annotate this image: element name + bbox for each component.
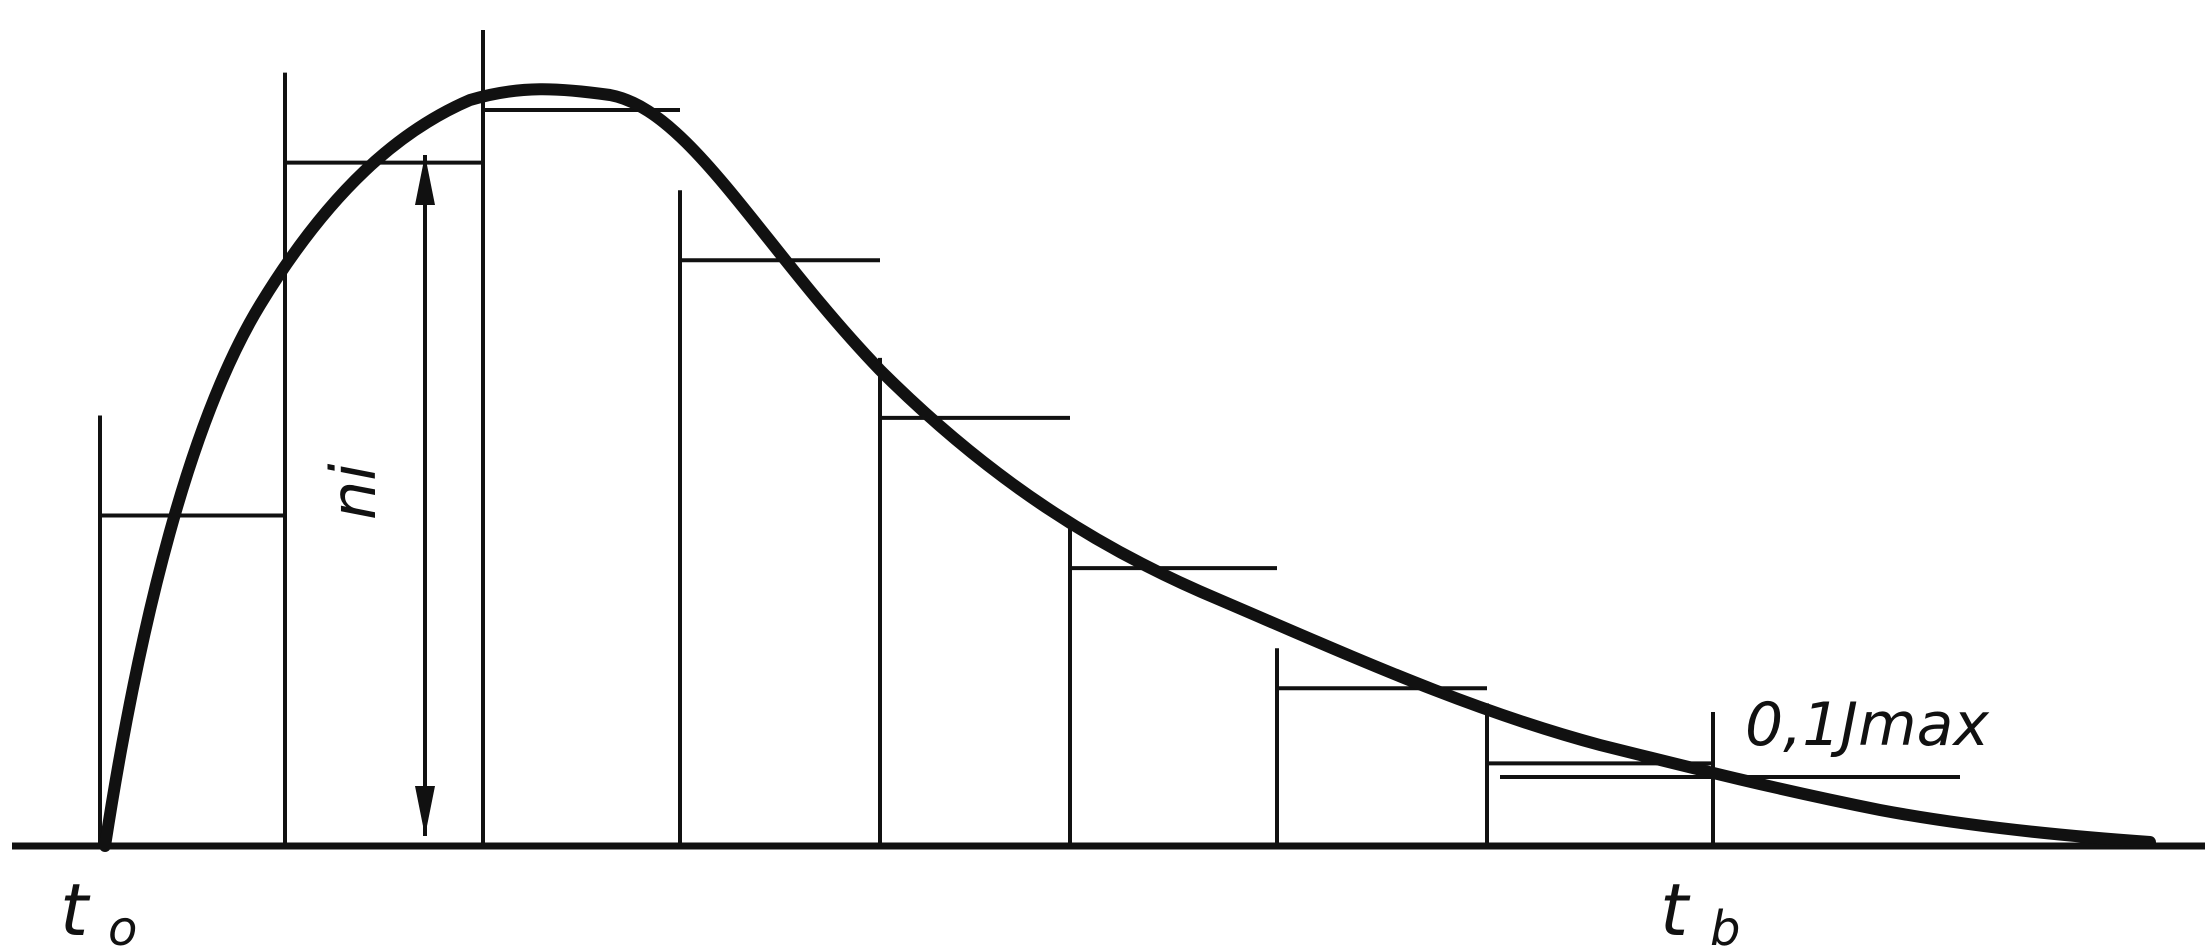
- t0-label: t o: [60, 868, 137, 950]
- ni-arrow: [415, 155, 435, 836]
- svg-text:t: t: [60, 868, 91, 950]
- threshold-label: 0,1Jmax: [1745, 690, 1989, 760]
- histogram-bars: [98, 30, 1715, 846]
- svg-text:o: o: [108, 901, 137, 950]
- svg-text:b: b: [1710, 901, 1740, 950]
- svg-text:t: t: [1660, 868, 1691, 950]
- ni-label: ni: [317, 463, 390, 520]
- distribution-curve: [99, 83, 2156, 852]
- tb-label: t b: [1660, 868, 1740, 950]
